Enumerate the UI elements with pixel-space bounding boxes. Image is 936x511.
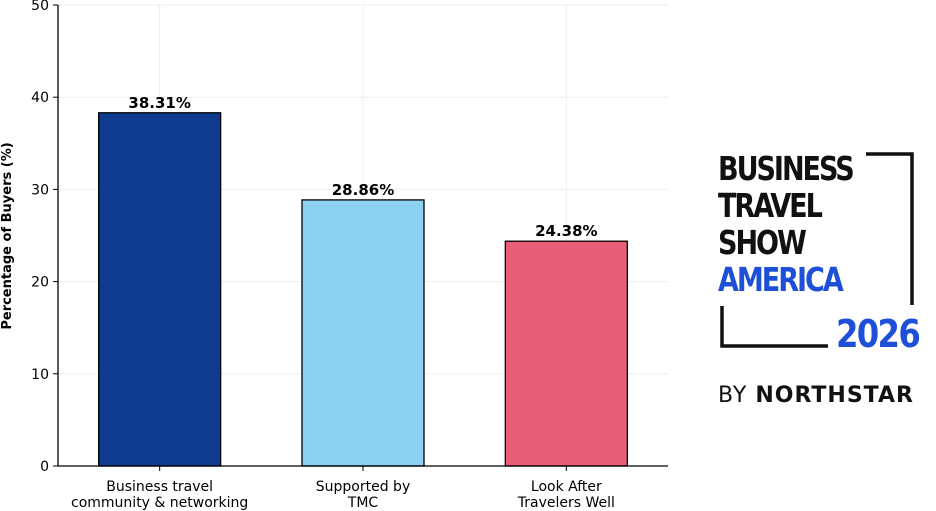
logo-line-4: AMERICA <box>718 260 844 299</box>
logo-by-brand: NORTHSTAR <box>755 383 914 408</box>
bar <box>301 199 425 467</box>
y-axis-label: Percentage of Buyers (%) <box>0 142 15 329</box>
y-axis: 0 10 20 30 40 50 <box>31 0 59 475</box>
logo-year: 2026 <box>836 312 921 356</box>
bar <box>504 240 628 467</box>
bar-data-label: 24.38% <box>535 222 597 240</box>
bar-data-label: 38.31% <box>128 94 190 112</box>
y-tick-label: 50 <box>31 0 49 14</box>
x-tick-label: Look After Travelers Well <box>517 479 615 511</box>
logo-by-prefix: BY <box>718 383 748 408</box>
logo-frame <box>720 152 914 348</box>
logo-line-2: TRAVEL <box>718 186 823 225</box>
y-tick-label: 40 <box>31 90 49 106</box>
x-axis: Business travel community & networking Sup… <box>58 465 668 511</box>
y-tick-label: 30 <box>31 182 49 198</box>
y-tick-label: 10 <box>31 367 49 383</box>
logo-byline: BY NORTHSTAR <box>718 383 914 408</box>
logo-line-1: BUSINESS <box>718 149 855 188</box>
x-tick-label: Business travel community & networking <box>71 479 248 511</box>
bars: 38.31% 28.86% 24.38% <box>98 94 628 467</box>
event-logo: BUSINESS TRAVEL SHOW AMERICA 2026 BY NOR… <box>716 150 922 410</box>
logo-line-3: SHOW <box>718 223 807 262</box>
y-tick-label: 0 <box>40 459 49 475</box>
bar <box>98 112 222 467</box>
bar-chart: 38.31% 28.86% 24.38% 0 10 20 30 40 50 Business … <box>0 0 668 511</box>
bar-data-label: 28.86% <box>332 181 394 199</box>
x-tick-label: Supported by TMC <box>316 479 410 511</box>
y-tick-label: 20 <box>31 275 49 291</box>
